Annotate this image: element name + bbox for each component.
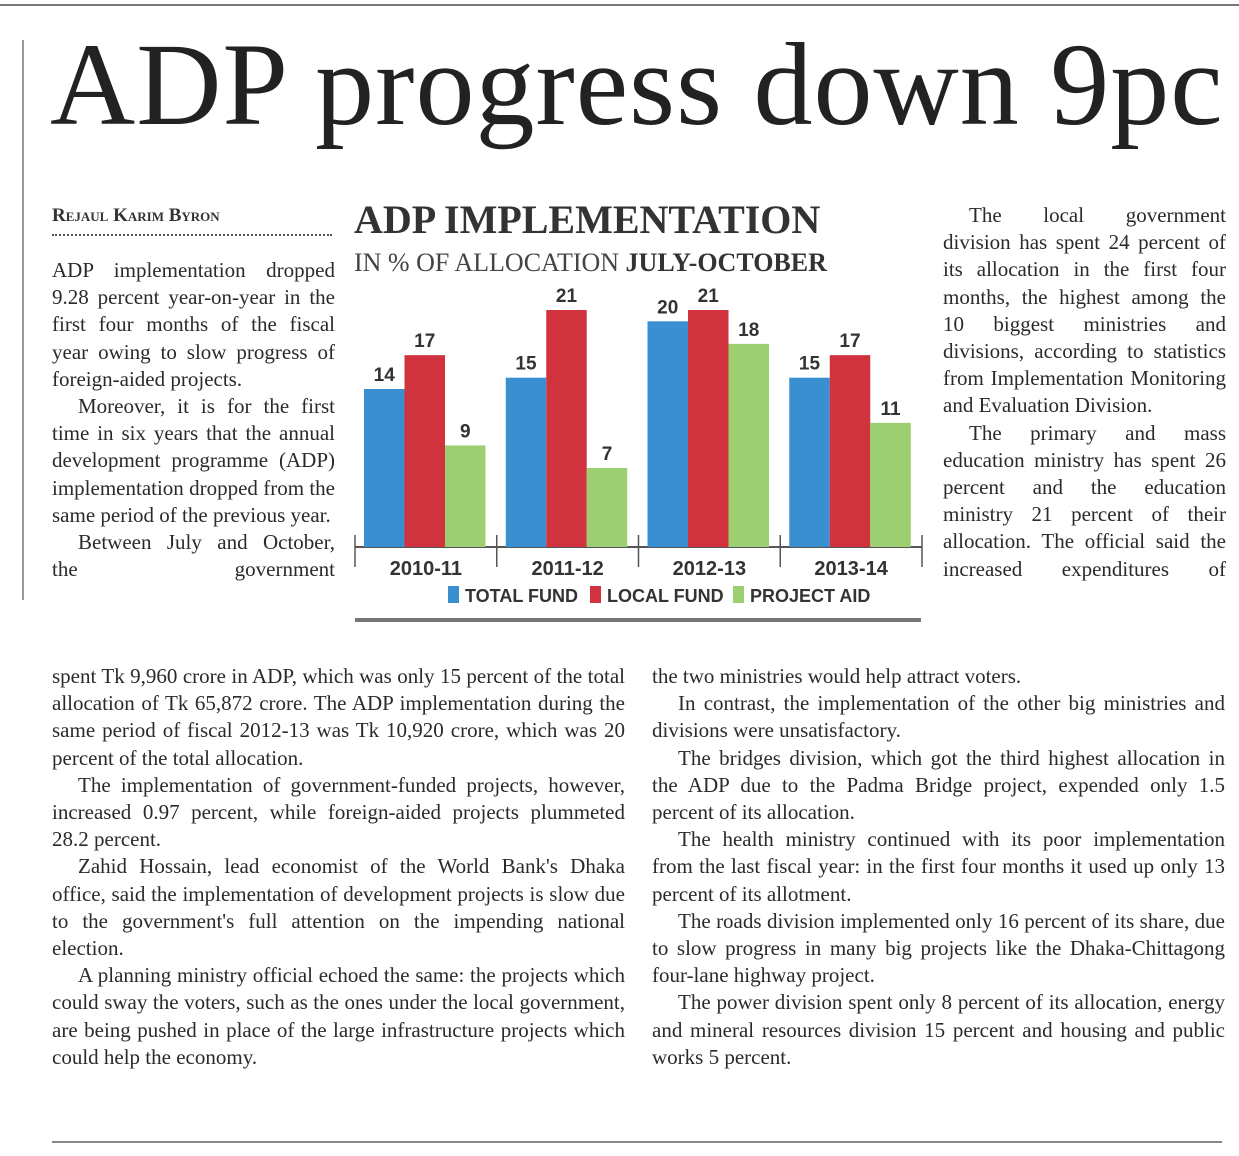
paragraph: the two ministries would help attract vo…: [652, 664, 1022, 688]
paragraph: Moreover, it is for the first time in si…: [52, 394, 335, 527]
article-column-bottom-right: the two ministries would help attract vo…: [652, 663, 1225, 1071]
bar-total-fund: [364, 389, 405, 547]
data-label: 14: [374, 365, 396, 386]
article-column-bottom-left: spent Tk 9,960 crore in ADP, which was o…: [52, 663, 625, 1071]
bar-project-aid: [445, 445, 486, 547]
data-label: 20: [657, 297, 678, 318]
bar-project-aid: [586, 468, 628, 547]
headline: ADP progress down 9pc: [50, 19, 1224, 150]
legend-swatch: [448, 586, 459, 603]
paragraph: A planning ministry official echoed the …: [52, 963, 625, 1069]
paragraph: The bridges division, which got the thir…: [652, 745, 1225, 825]
legend-swatch: [590, 586, 601, 603]
bar-local-fund: [829, 355, 871, 547]
data-label: 15: [515, 354, 537, 375]
paragraph: ADP implementation dropped 9.28 percent …: [52, 258, 335, 391]
paragraph: The health ministry continued with its p…: [652, 827, 1225, 906]
paragraph: The implementation of government-funded …: [52, 772, 625, 852]
bar-project-aid: [870, 422, 911, 547]
paragraph: The roads division implemented only 16 p…: [652, 908, 1225, 988]
chart-subtitle: IN % OF ALLOCATION JULY-OCTOBER: [354, 248, 827, 278]
paragraph: The primary and mass education ministry …: [943, 420, 1226, 581]
paragraph: The power division spent only 8 percent …: [652, 990, 1225, 1069]
byline-divider: [52, 234, 332, 236]
paragraph: The local government division has spent …: [943, 203, 1226, 418]
legend-label: LOCAL FUND: [607, 586, 724, 606]
data-label: 15: [799, 354, 821, 375]
bar-local-fund: [688, 310, 729, 547]
article-column-right-top: The local government division has spent …: [943, 202, 1226, 583]
chart-title: ADP IMPLEMENTATION: [354, 197, 821, 242]
paragraph: In contrast, the implementation of the o…: [652, 691, 1225, 743]
paragraph: Zahid Hossain, lead economist of the Wor…: [52, 854, 625, 961]
chart-subtitle-prefix: IN % OF ALLOCATION: [354, 248, 620, 277]
data-label: 7: [602, 444, 613, 465]
data-label: 11: [880, 399, 901, 420]
bar-total-fund: [647, 321, 688, 547]
x-tick-label: 2012-13: [673, 558, 746, 580]
bar-total-fund: [789, 377, 830, 547]
data-label: 21: [556, 286, 578, 307]
paragraph: Between July and October, the government: [52, 530, 335, 582]
chart-subtitle-period: JULY-OCTOBER: [625, 248, 827, 277]
data-label: 17: [839, 331, 860, 352]
bar-chart: 14 17 9 2010-11 15 21 7 2011-12 20 21 18 2012-13 15 1…: [354, 286, 923, 606]
data-label: 21: [698, 286, 720, 307]
x-tick-label: 2010-11: [390, 558, 462, 580]
paragraph: spent Tk 9,960 crore in ADP, which was o…: [52, 664, 625, 770]
bar-local-fund: [546, 310, 587, 547]
legend-label: PROJECT AID: [750, 586, 870, 606]
left-rule: [22, 40, 24, 600]
x-tick-label: 2013-14: [814, 558, 888, 580]
article-column-left-top: ADP implementation dropped 9.28 percent …: [52, 257, 335, 583]
legend-label: TOTAL FUND: [465, 586, 578, 606]
bottom-rule: [52, 1141, 1222, 1143]
data-label: 17: [414, 331, 435, 352]
bar-total-fund: [505, 377, 547, 547]
chart-bottom-rule: [355, 618, 921, 622]
bar-local-fund: [404, 355, 445, 547]
bar-project-aid: [728, 343, 769, 547]
byline: Rejaul Karim Byron: [52, 205, 220, 226]
data-label: 9: [460, 421, 471, 442]
legend-swatch: [733, 586, 744, 603]
top-rule: [0, 4, 1239, 6]
data-label: 18: [738, 320, 759, 341]
x-tick-label: 2011-12: [531, 558, 603, 580]
